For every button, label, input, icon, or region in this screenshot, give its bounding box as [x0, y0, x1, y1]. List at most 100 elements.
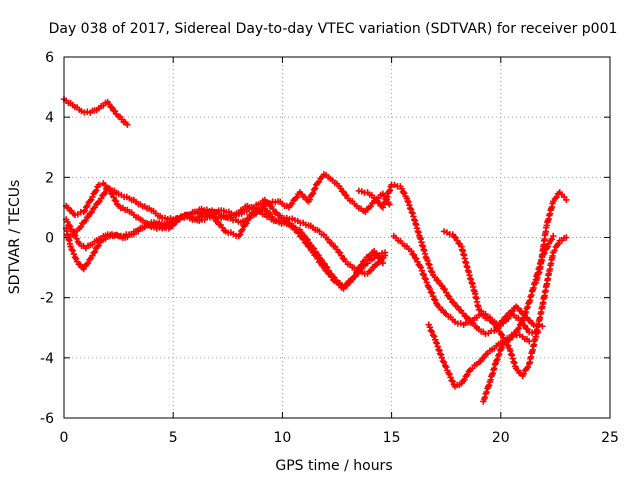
data-point	[424, 257, 431, 264]
data-point	[406, 201, 413, 209]
data-point	[427, 288, 435, 296]
data-point	[236, 231, 244, 238]
data-point	[110, 194, 117, 201]
data-point	[448, 377, 455, 384]
data-point	[429, 331, 437, 339]
data-point	[91, 248, 99, 255]
data-point	[112, 198, 120, 205]
data-point	[494, 356, 501, 363]
data-point	[88, 208, 95, 216]
data-point	[428, 267, 435, 275]
data-point	[66, 223, 74, 230]
data-point	[433, 340, 441, 347]
data-point	[411, 254, 419, 262]
axes: 0 5 10 15 20 25 -6 -4 -2 0 2 4 6	[40, 50, 619, 446]
x-tick-label: 10	[273, 430, 291, 446]
data-point	[437, 351, 445, 358]
data-point	[407, 206, 415, 213]
data-point	[498, 331, 506, 339]
data-point	[405, 198, 412, 206]
data-point	[95, 242, 102, 249]
data-point	[432, 297, 439, 304]
data-point	[496, 350, 503, 358]
data-point	[82, 217, 89, 224]
data-point	[71, 254, 79, 261]
data-point	[434, 343, 441, 350]
data-point	[446, 371, 453, 378]
grid-layer	[64, 57, 610, 418]
data-point	[551, 247, 558, 254]
data-point	[379, 204, 387, 211]
data-point	[70, 250, 78, 258]
data-point	[427, 264, 434, 272]
plot-frame	[63, 56, 611, 419]
data-point	[408, 209, 416, 216]
data-point	[384, 193, 391, 200]
data-point	[522, 308, 530, 316]
data-point	[563, 234, 570, 241]
data-point	[101, 189, 109, 197]
data-point	[100, 190, 107, 198]
data-point	[386, 201, 393, 208]
data-point	[441, 362, 449, 369]
data-point	[315, 178, 323, 186]
data-point	[417, 264, 425, 271]
series-track-h	[425, 321, 533, 390]
data-point	[461, 376, 468, 383]
data-point	[77, 223, 85, 230]
data-point	[447, 374, 454, 381]
data-point	[510, 358, 517, 366]
data-point	[420, 271, 428, 279]
data-point	[426, 261, 433, 269]
data-point	[381, 252, 389, 259]
data-point	[419, 270, 427, 278]
chart-title: Day 038 of 2017, Sidereal Day-to-day VTE…	[49, 21, 618, 37]
data-point	[524, 363, 532, 371]
y-tick-label: -2	[40, 291, 54, 307]
data-point	[382, 198, 389, 205]
data-point	[64, 218, 71, 226]
data-point	[515, 325, 522, 332]
data-point	[426, 324, 434, 331]
data-point	[427, 327, 435, 334]
data-point	[84, 259, 92, 267]
x-tick-label: 25	[601, 430, 619, 446]
data-point	[430, 296, 438, 303]
y-axis-label: SDTVAR / TECUs	[7, 180, 23, 295]
data-point	[485, 381, 493, 389]
data-point	[398, 185, 405, 192]
data-point	[422, 276, 430, 283]
y-tick-label: 0	[45, 231, 54, 247]
series-track-d	[62, 180, 389, 277]
data-point	[440, 359, 448, 366]
series-track-k	[532, 189, 570, 286]
data-point	[239, 226, 246, 233]
data-point	[93, 187, 100, 194]
y-tick-label: -4	[40, 351, 54, 367]
x-tick-label: 15	[383, 430, 401, 446]
data-point	[413, 255, 420, 263]
data-point	[432, 339, 440, 346]
x-tick-label: 0	[60, 430, 69, 446]
data-points	[60, 95, 570, 405]
data-point	[69, 247, 76, 254]
data-point	[288, 200, 296, 207]
data-point	[399, 188, 407, 196]
x-tick-label: 5	[169, 430, 178, 446]
data-point	[429, 292, 437, 300]
data-point	[430, 333, 438, 340]
data-point	[435, 346, 442, 353]
data-point	[65, 221, 73, 229]
data-point	[386, 186, 394, 194]
data-point	[426, 285, 434, 293]
data-point	[68, 246, 75, 253]
data-point	[81, 207, 89, 214]
series-track-c	[62, 196, 387, 292]
data-point	[520, 315, 527, 322]
data-point	[124, 121, 131, 128]
data-point	[438, 354, 446, 362]
series-track-a	[60, 95, 131, 128]
data-point	[534, 274, 541, 282]
data-point	[550, 232, 557, 240]
